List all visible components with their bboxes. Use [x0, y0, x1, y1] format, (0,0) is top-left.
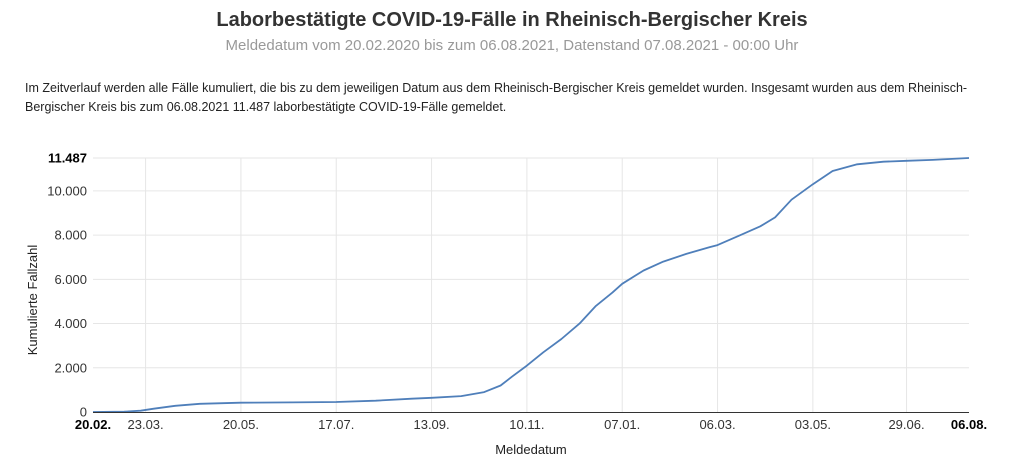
x-tick-label: 06.03.	[699, 417, 735, 432]
x-tick-label: 17.07.	[318, 417, 354, 432]
y-tick-label: 6.000	[54, 272, 87, 287]
x-tick-label: 20.02.	[75, 417, 111, 432]
x-tick-label: 23.03.	[128, 417, 164, 432]
x-tick-label: 29.06.	[888, 417, 924, 432]
y-tick-label: 0	[80, 405, 87, 420]
x-tick-label: 03.05.	[795, 417, 831, 432]
x-axis-title: Meldedatum	[495, 442, 567, 457]
x-tick-label: 13.09.	[413, 417, 449, 432]
y-axis-ticks: 0 2.000 4.000 6.000 8.000 10.000 11.487	[47, 151, 87, 420]
x-tick-label: 07.01.	[604, 417, 640, 432]
chart-subtitle: Meldedatum vom 20.02.2020 bis zum 06.08.…	[225, 37, 799, 54]
series-line	[92, 157, 970, 413]
y-tick-label: 4.000	[54, 316, 87, 331]
y-tick-label: 2.000	[54, 360, 87, 375]
chart-description: Im Zeitverlauf werden alle Fälle kumulie…	[25, 81, 968, 114]
x-axis-ticks: 20.02. 23.03. 20.05. 17.07. 13.09. 10.11. 07.0…	[75, 417, 987, 432]
y-axis-title: Kumulierte Fallzahl	[25, 245, 40, 356]
grid-lines	[93, 157, 969, 412]
y-tick-label: 8.000	[54, 228, 87, 243]
x-tick-label: 06.08.	[951, 417, 987, 432]
y-tick-label: 11.487	[48, 151, 87, 166]
y-tick-label: 10.000	[47, 183, 87, 198]
chart-title: Laborbestätigte COVID-19-Fälle in Rheini…	[216, 9, 808, 31]
x-tick-label: 20.05.	[223, 417, 259, 432]
x-tick-label: 10.11.	[509, 417, 544, 432]
